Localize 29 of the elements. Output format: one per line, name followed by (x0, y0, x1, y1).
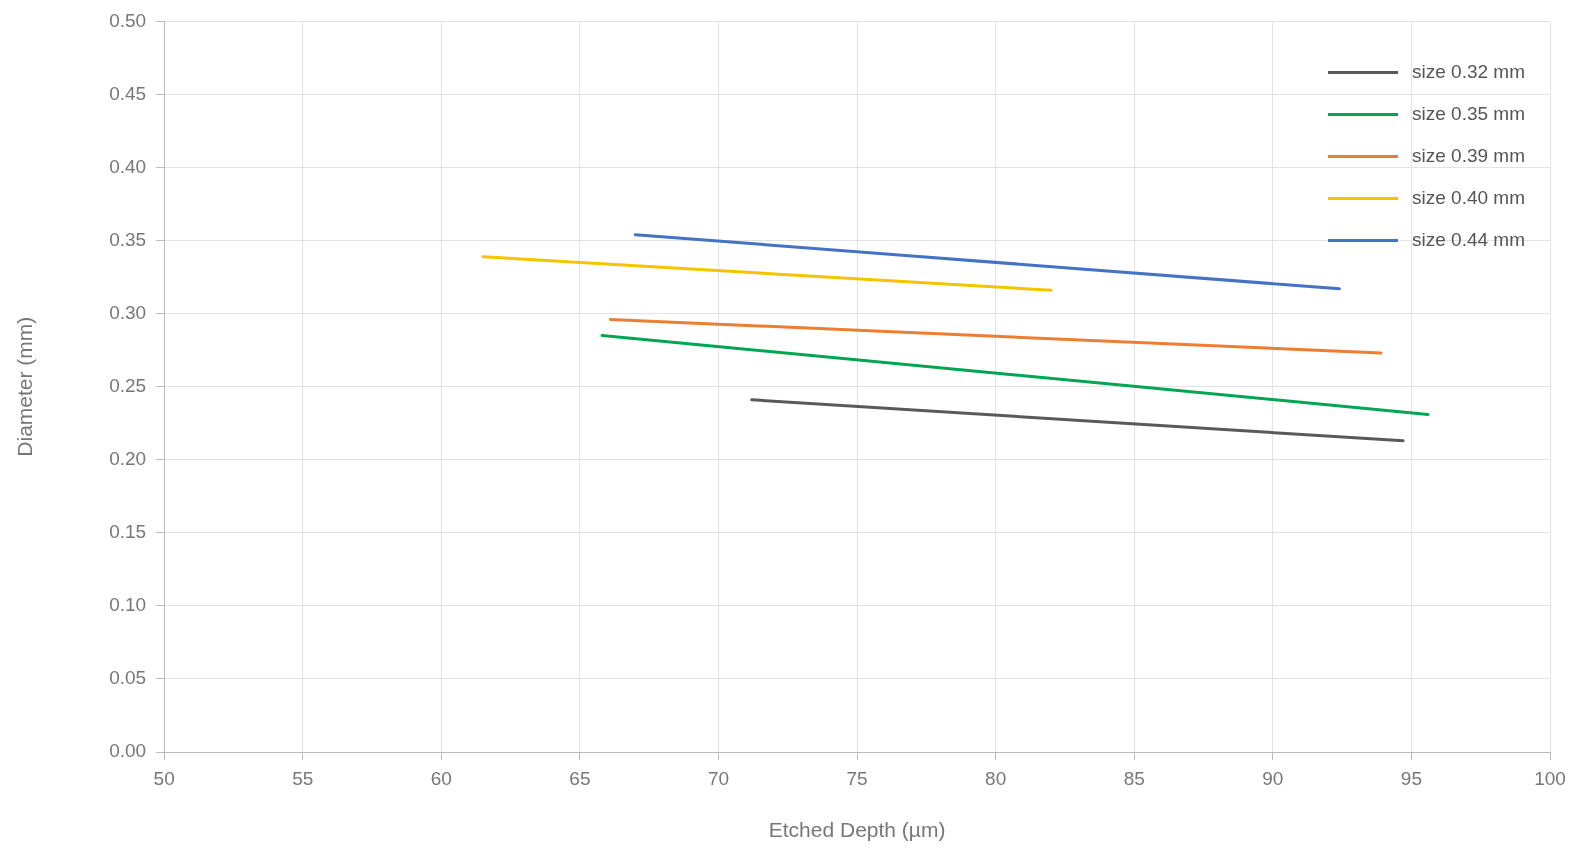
legend-label: size 0.40 mm (1412, 186, 1525, 208)
y-tick-label: 0.50 (109, 9, 147, 31)
legend-label: size 0.35 mm (1412, 102, 1525, 124)
y-tick-label: 0.05 (109, 667, 147, 689)
x-tick-label: 75 (846, 767, 868, 789)
y-tick-label: 0.35 (109, 228, 147, 250)
x-tick-label: 65 (569, 767, 591, 789)
x-tick-label: 90 (1262, 767, 1284, 789)
y-tick-label: 0.40 (109, 155, 147, 177)
x-tick-label: 80 (985, 767, 1007, 789)
y-tick-label: 0.15 (109, 521, 147, 543)
x-tick-label: 60 (430, 767, 452, 789)
x-tick-label: 50 (153, 767, 175, 789)
y-tick-label: 0.30 (109, 301, 147, 323)
y-tick-label: 0.10 (109, 594, 147, 616)
legend-label: size 0.39 mm (1412, 144, 1525, 166)
y-tick-label: 0.25 (109, 374, 147, 396)
x-tick-label: 70 (707, 767, 730, 789)
y-tick-label: 0.20 (109, 447, 147, 469)
y-tick-label: 0.45 (109, 82, 147, 104)
x-tick-label: 85 (1123, 767, 1145, 789)
legend-label: size 0.44 mm (1412, 228, 1525, 250)
legend-label: size 0.32 mm (1412, 60, 1525, 82)
x-axis-title: Etched Depth (µm) (768, 818, 946, 842)
x-tick-label: 55 (292, 767, 314, 789)
x-tick-label: 95 (1400, 767, 1422, 789)
x-tick-label: 100 (1534, 767, 1566, 789)
y-axis-title: Diameter (mm) (13, 316, 37, 457)
y-tick-label: 0.00 (109, 740, 147, 762)
